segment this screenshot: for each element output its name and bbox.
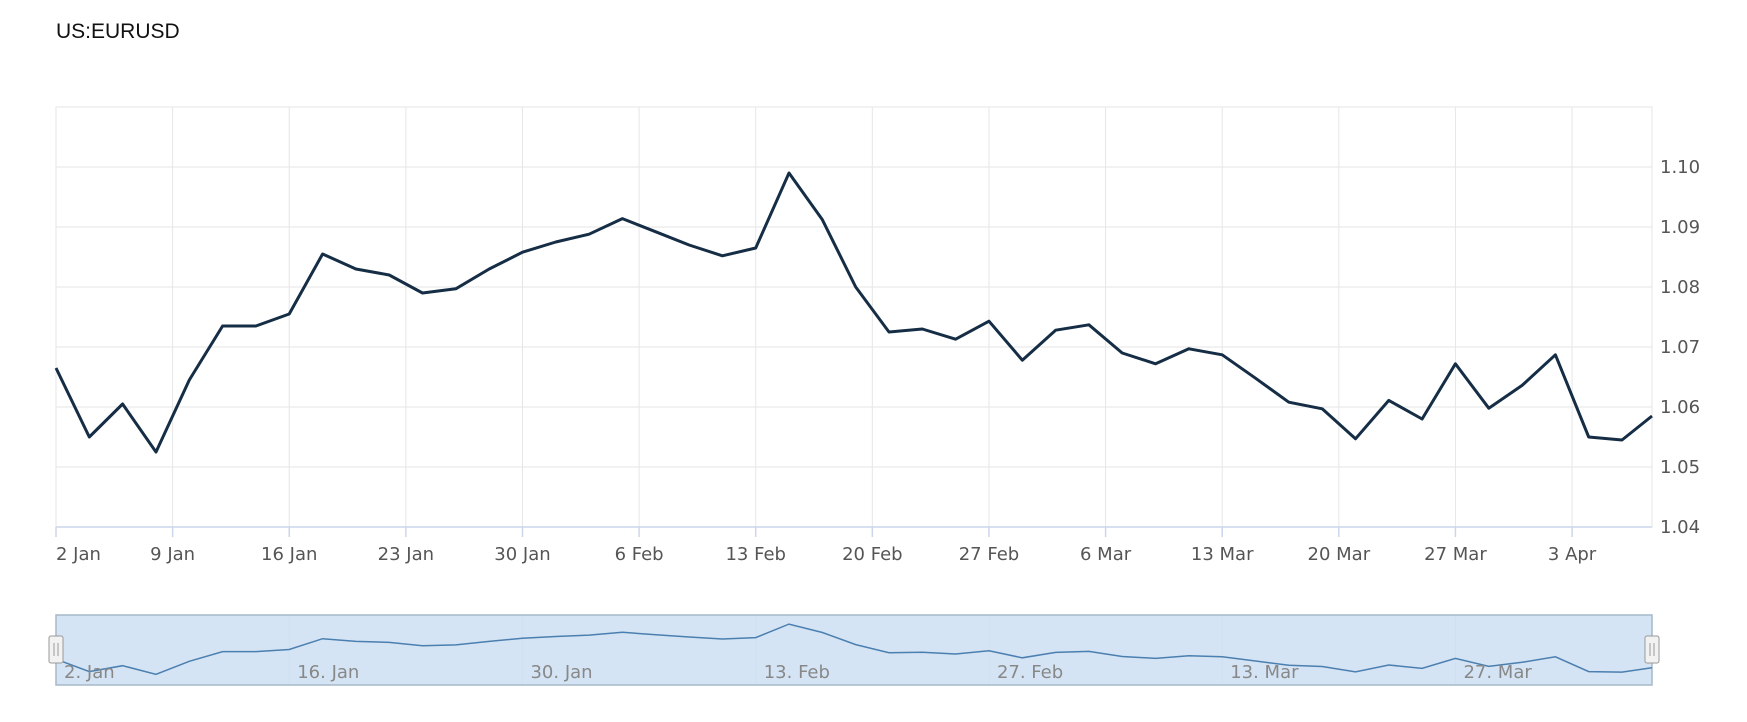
x-tick-label: 16 Jan — [261, 544, 317, 565]
x-tick-label: 20 Mar — [1308, 544, 1371, 565]
x-tick-label: 3 Apr — [1548, 544, 1597, 565]
grip-handle-icon — [53, 643, 59, 656]
y-axis: 1.04 1.05 1.06 1.07 1.08 1.09 1.10 — [1660, 157, 1700, 538]
x-tick-label: 20 Feb — [842, 544, 903, 565]
plot-border — [55, 106, 1653, 528]
navigator-selected-range[interactable] — [55, 614, 1653, 686]
y-tick-label: 1.07 — [1660, 337, 1700, 358]
horizontal-gridlines — [56, 166, 1652, 468]
navigator-handle-right[interactable] — [1644, 635, 1660, 664]
chart-title: US:EURUSD — [56, 20, 180, 43]
navigator-tick-label: 13. Feb — [764, 662, 830, 683]
x-tick-label: 6 Feb — [615, 544, 664, 565]
y-tick-label: 1.09 — [1660, 217, 1700, 238]
x-tick-label: 13 Mar — [1191, 544, 1254, 565]
y-tick-label: 1.06 — [1660, 397, 1700, 418]
x-tick-label: 30 Jan — [494, 544, 550, 565]
y-tick-label: 1.05 — [1660, 457, 1700, 478]
x-tick-label: 9 Jan — [150, 544, 195, 565]
y-tick-label: 1.10 — [1660, 157, 1700, 178]
vertical-gridlines — [172, 107, 1573, 527]
navigator-axis: 2. Jan 16. Jan 30. Jan 13. Feb 27. Feb 13. Ma… — [64, 662, 1532, 683]
navigator-tick-label: 16. Jan — [297, 662, 359, 683]
y-tick-label: 1.08 — [1660, 277, 1700, 298]
navigator-tick-label: 2. Jan — [64, 662, 115, 683]
eurusd-series-line — [54, 171, 1653, 454]
navigator[interactable]: 2. Jan 16. Jan 30. Jan 13. Feb 27. Feb 13. Ma… — [48, 614, 1660, 686]
x-tick-label: 27 Feb — [959, 544, 1020, 565]
navigator-tick-label: 13. Mar — [1230, 662, 1299, 683]
x-tick-label: 23 Jan — [378, 544, 434, 565]
y-tick-label: 1.04 — [1660, 517, 1700, 538]
x-tick-label: 2 Jan — [56, 544, 101, 565]
navigator-series-line — [55, 623, 1653, 676]
navigator-tick-label: 27. Mar — [1463, 662, 1532, 683]
navigator-tick-label: 30. Jan — [530, 662, 592, 683]
navigator-tick-label: 27. Feb — [997, 662, 1063, 683]
x-axis: 2 Jan 9 Jan 16 Jan 23 Jan 30 Jan 6 Feb 13 Feb 2… — [55, 527, 1597, 565]
x-tick-label: 27 Mar — [1424, 544, 1487, 565]
x-tick-label: 6 Mar — [1080, 544, 1132, 565]
grip-handle-icon — [1649, 643, 1655, 656]
navigator-handle-left[interactable] — [48, 635, 64, 664]
x-tick-label: 13 Feb — [725, 544, 786, 565]
